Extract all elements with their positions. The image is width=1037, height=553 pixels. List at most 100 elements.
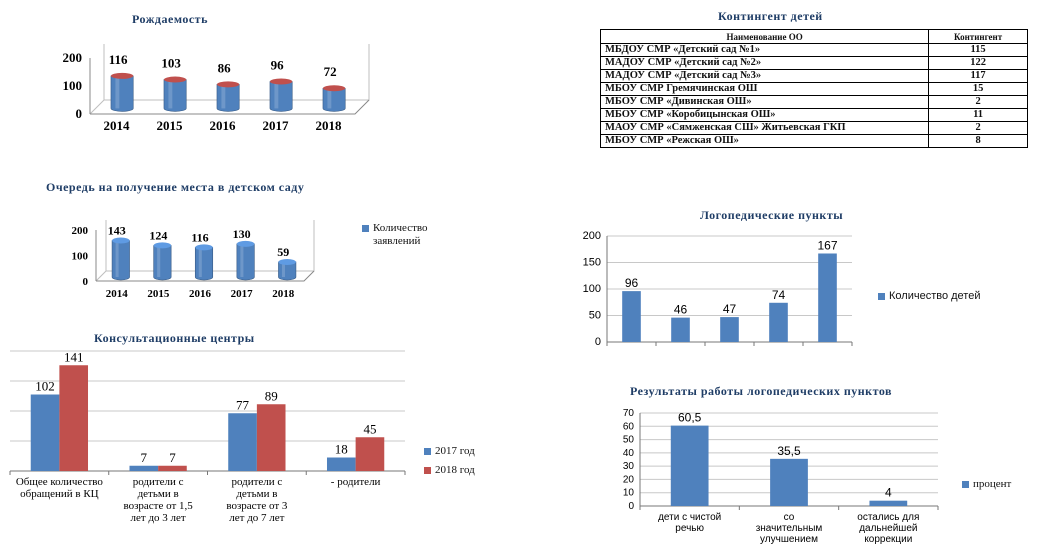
table-row: МБОУ СМР «Коробицынская ОШ» 11 — [599, 108, 1028, 122]
bar-highlight — [198, 247, 202, 277]
speech-points-chart-title: Логопедические пункты — [700, 208, 844, 222]
org-name: МБОУ СМР «Коробицынская ОШ» — [599, 108, 930, 122]
y-tick-label: 50 — [589, 310, 601, 322]
data-label: 124 — [149, 228, 167, 242]
bar — [355, 437, 385, 471]
y-tick-label: 100 — [583, 283, 601, 295]
data-label: 102 — [35, 379, 55, 394]
data-label: 7 — [141, 450, 148, 465]
y-tick-label: 10 — [623, 488, 635, 499]
contingent-header-name: Наименование ОО — [599, 29, 930, 44]
org-count: 2 — [928, 121, 1028, 135]
bar — [322, 87, 346, 112]
x-tick-label: речью — [675, 523, 704, 534]
bar — [720, 317, 739, 342]
contingent-title: Контингент детей — [718, 9, 823, 23]
x-tick-label: детьми в — [138, 488, 179, 500]
org-count: 11 — [928, 108, 1028, 122]
org-count: 15 — [928, 82, 1028, 96]
y-tick-label: 150 — [583, 257, 601, 269]
data-label: 130 — [233, 227, 251, 241]
bar-highlight — [157, 245, 161, 277]
x-axis — [96, 270, 315, 282]
speech-results-legend-label: процент — [973, 478, 1012, 490]
consult-legend-swatch-2018 — [424, 467, 431, 474]
y-tick-label: 200 — [63, 50, 83, 65]
data-label: 143 — [108, 224, 126, 238]
bar — [869, 500, 908, 506]
bar — [129, 465, 159, 471]
y-tick-label: 0 — [628, 501, 634, 512]
data-label: 141 — [64, 349, 84, 364]
data-label: 103 — [161, 56, 181, 71]
speech-points-legend-label: Количество детей — [889, 290, 981, 302]
org-count: 8 — [928, 134, 1028, 148]
table-row: МАДОУ СМР «Детский сад №3» 117 — [599, 69, 1028, 83]
x-tick-label: улучшением — [760, 534, 818, 545]
queue-chart: 0 100 200 143 124 116 130 59 2014 2015 2016 2017 201… — [72, 220, 315, 300]
speech-results-chart: 0 10 20 30 40 50 60 70 60,5 35,5 4 дети с чистойреч… — [623, 408, 939, 545]
y-tick-label: 70 — [623, 408, 635, 419]
data-label: 86 — [218, 60, 232, 75]
bar-highlight — [281, 261, 286, 277]
bar — [769, 302, 788, 342]
bar — [111, 240, 130, 281]
x-tick-label: 2015 — [157, 118, 184, 133]
org-count: 122 — [928, 56, 1028, 70]
y-tick-label: 200 — [72, 225, 89, 237]
consult-legend-2018: 2018 год — [424, 464, 475, 476]
data-label: 72 — [324, 64, 337, 79]
x-tick-label: 2015 — [669, 0, 692, 3]
table-row: МБОУ СМР «Режская ОШ» 8 — [599, 134, 1028, 148]
bar — [216, 84, 240, 112]
table-row: МБДОУ СМР «Детский сад №1» 115 — [599, 43, 1028, 57]
bar-top — [322, 85, 346, 92]
consult-legend-label-2018: 2018 год — [435, 464, 475, 476]
bar — [670, 425, 709, 506]
data-label: 60,5 — [678, 411, 702, 425]
bar-top — [163, 76, 187, 83]
org-count: 115 — [928, 43, 1028, 57]
data-label: 7 — [169, 450, 176, 465]
data-label: 96 — [625, 276, 639, 290]
bar-highlight — [221, 84, 226, 109]
x-tick-label: возрасте от 1,5 — [123, 500, 193, 512]
x-tick-label: значительным — [756, 523, 823, 534]
x-tick-label: коррекции — [864, 534, 912, 545]
bar-top — [216, 81, 240, 88]
data-label: 77 — [236, 397, 250, 412]
data-label: 4 — [885, 486, 892, 500]
y-tick-label: 30 — [623, 461, 635, 472]
bar — [622, 291, 641, 342]
contingent-table-header: Наименование ОО Контингент — [599, 29, 1028, 44]
data-label: 18 — [335, 442, 348, 457]
speech-results-chart-title: Результаты работы логопедических пунктов — [630, 384, 893, 398]
data-label: 74 — [772, 288, 786, 302]
bar — [158, 465, 187, 471]
births-chart-title: Рождаемость — [132, 12, 208, 26]
bar-highlight — [274, 81, 279, 109]
queue-chart-title: Очередь на получение места в детском сад… — [46, 180, 305, 194]
org-name: МАОУ СМР «Сямженская СШ» Житьевская ГКП — [599, 121, 930, 135]
bar — [671, 317, 690, 342]
speech-points-legend-swatch — [878, 293, 885, 300]
bar-top — [269, 78, 293, 85]
x-tick-label: родители с — [231, 476, 282, 488]
bar — [153, 245, 172, 281]
x-tick-label: лет до 7 лет — [229, 512, 284, 524]
y-tick-label: 0 — [83, 276, 89, 288]
y-tick-label: 0 — [595, 336, 601, 348]
bar — [326, 457, 356, 471]
table-row: МАОУ СМР «Сямженская СШ» Житьевская ГКП 2 — [599, 121, 1028, 135]
x-tick-label: 2018 — [272, 288, 295, 300]
births-chart: 0 100 200 116 103 86 96 72 2014 2015 2016 2017 2018 — [63, 44, 370, 133]
speech-results-legend-swatch — [962, 481, 969, 488]
y-tick-label: 0 — [76, 106, 83, 121]
x-tick-label: дальнейшей — [859, 523, 917, 534]
x-tick-label: обращений в КЦ — [20, 488, 99, 500]
bar-top — [153, 242, 172, 249]
bar — [278, 261, 297, 281]
bar — [163, 79, 187, 112]
y-tick-label: 100 — [72, 251, 89, 263]
